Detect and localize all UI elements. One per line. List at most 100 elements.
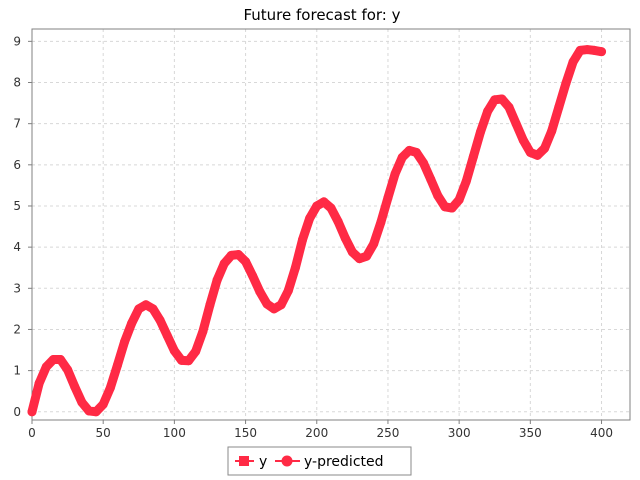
data-point	[340, 233, 350, 243]
data-point	[255, 287, 265, 297]
data-point	[440, 202, 450, 212]
data-point	[532, 150, 542, 160]
data-point	[426, 174, 436, 184]
data-point	[248, 271, 258, 281]
data-point	[497, 94, 507, 104]
data-point	[305, 213, 315, 223]
data-point	[105, 383, 115, 393]
y-tick-label: 3	[13, 281, 21, 295]
data-point	[333, 217, 343, 227]
legend-label-y-predicted: y-predicted	[304, 454, 384, 470]
y-tick-label: 8	[13, 76, 21, 90]
data-point	[589, 45, 599, 55]
data-point	[411, 147, 421, 157]
legend-label-y: y	[259, 454, 267, 470]
data-point	[169, 346, 179, 356]
legend-marker-y-predicted	[281, 455, 293, 467]
data-point	[454, 195, 464, 205]
y-tick-label: 1	[13, 364, 21, 378]
y-tick-label: 6	[13, 158, 21, 172]
chart-title: Future forecast for: y	[243, 6, 400, 24]
data-point	[575, 45, 585, 55]
data-point	[326, 203, 336, 213]
data-point	[205, 300, 215, 310]
data-point	[433, 191, 443, 201]
data-point	[70, 382, 80, 392]
x-tick-label: 250	[376, 426, 399, 440]
data-point	[582, 45, 592, 55]
data-point	[319, 197, 329, 207]
data-point	[27, 407, 37, 417]
legend-marker-y	[239, 456, 249, 466]
data-point	[597, 47, 607, 57]
data-point	[63, 365, 73, 375]
data-point	[226, 250, 236, 260]
data-point	[276, 300, 286, 310]
data-point	[376, 217, 386, 227]
data-point	[162, 331, 172, 341]
data-point	[184, 356, 194, 366]
x-tick-label: 100	[163, 426, 186, 440]
data-point	[568, 57, 578, 67]
x-tick-label: 150	[234, 426, 257, 440]
grid-layer	[31, 29, 630, 420]
data-point	[269, 304, 279, 314]
data-point	[298, 235, 308, 245]
axis-layer	[31, 28, 631, 421]
data-point	[354, 254, 364, 264]
legend-item-y: y	[235, 454, 267, 470]
data-point	[55, 354, 65, 364]
data-point	[461, 176, 471, 186]
data-point	[383, 193, 393, 203]
data-point	[525, 147, 535, 157]
data-point	[362, 251, 372, 261]
plot-frame	[31, 28, 631, 421]
data-point	[212, 275, 222, 285]
data-point	[84, 406, 94, 416]
x-tick-label: 200	[305, 426, 328, 440]
data-point	[447, 203, 457, 213]
tick-layer: 0 50 100 150 200 250 300 350 400 0 1 2 3 4 5 6 7 8 9	[13, 34, 613, 440]
series-layer	[27, 45, 607, 417]
y-tick-label: 4	[13, 240, 21, 254]
data-point	[34, 378, 44, 388]
data-point	[141, 300, 151, 310]
data-point	[198, 327, 208, 337]
data-point	[148, 304, 158, 314]
data-point	[419, 158, 429, 168]
data-point	[540, 143, 550, 153]
data-point	[290, 263, 300, 273]
legend-item-y-predicted: y-predicted	[275, 454, 384, 470]
data-point	[476, 127, 485, 137]
x-tick-label: 300	[448, 426, 471, 440]
legend: y y-predicted	[227, 446, 412, 476]
data-point	[91, 407, 101, 417]
data-point	[547, 126, 557, 136]
data-point	[518, 135, 528, 145]
data-point	[134, 304, 144, 314]
data-point	[112, 360, 122, 370]
y-tick-label: 5	[13, 199, 21, 213]
x-tick-label: 400	[590, 426, 613, 440]
data-point	[48, 354, 58, 364]
data-point	[177, 355, 186, 365]
data-point	[369, 239, 379, 249]
data-point	[127, 318, 137, 328]
data-point	[120, 337, 130, 347]
data-point	[77, 397, 87, 407]
legend-box	[227, 446, 412, 476]
data-point	[561, 78, 571, 88]
x-tick-label: 0	[28, 426, 36, 440]
data-point	[283, 286, 293, 296]
data-point	[404, 145, 414, 155]
data-point	[504, 102, 514, 112]
data-point	[98, 399, 108, 409]
data-point	[233, 250, 243, 260]
data-point	[483, 106, 493, 116]
data-point	[191, 346, 201, 356]
data-point	[468, 152, 478, 162]
data-point	[41, 362, 51, 372]
x-tick-label: 50	[96, 426, 111, 440]
data-point	[155, 315, 165, 325]
